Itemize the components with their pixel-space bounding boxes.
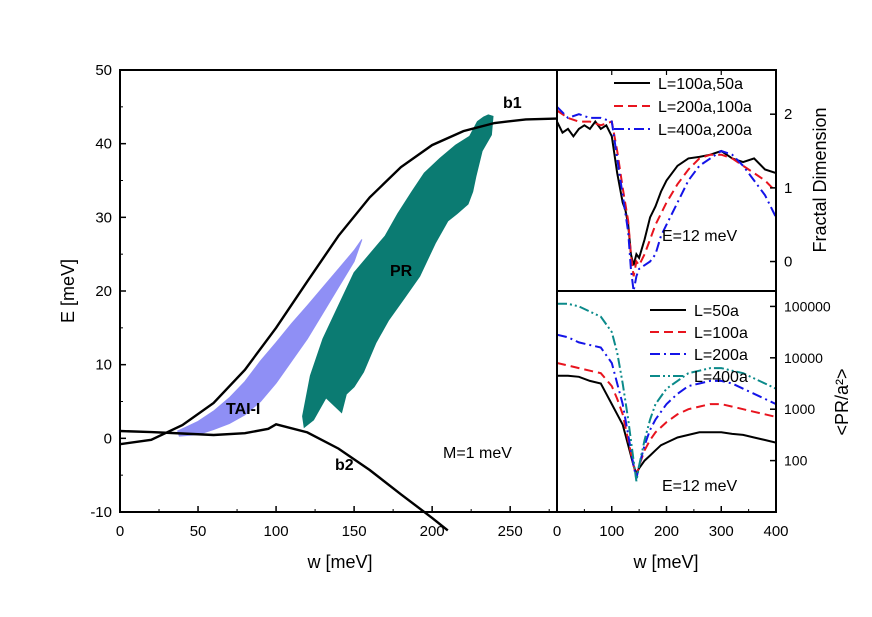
fractal-y-tick-label: 0 — [784, 254, 792, 271]
pr-x-tick-label: 300 — [709, 523, 734, 540]
fractal-y-tick-label: 1 — [784, 180, 792, 197]
legend-label: L=100a,50a — [658, 76, 743, 93]
fractal-y-tick-label: 2 — [784, 106, 792, 123]
main-y-tick-label: 0 — [104, 430, 112, 447]
legend-label: L=400a — [694, 369, 748, 386]
pr-panel: 0 100 200 300 400 100 1000 10000 100000 L=50a L=1… — [553, 290, 852, 572]
fractal-panel: 0 1 2 L=100a,50a L=200a,100a L=400a,200a E=1… — [556, 69, 830, 292]
annotation-b2: b2 — [335, 457, 354, 474]
annotation-tai: TAI-I — [226, 401, 260, 418]
pr-legend: L=50a L=100a L=200a L=400a — [650, 303, 748, 386]
main-x-tick-label: 250 — [498, 523, 523, 540]
pr-x-tick-label: 200 — [654, 523, 679, 540]
main-y-tick-label: -10 — [90, 504, 112, 521]
legend-label: L=200a — [694, 347, 748, 364]
fractal-line — [557, 119, 776, 266]
pr-line — [557, 362, 776, 480]
main-x-tick-label: 150 — [342, 523, 367, 540]
annotation-pr: PR — [390, 263, 413, 280]
pr-y-tick-label: 1000 — [784, 401, 815, 417]
fractal-y-label: Fractal Dimension — [810, 107, 830, 252]
main-x-tick-label: 50 — [190, 523, 207, 540]
annotation-mass: M=1 meV — [443, 445, 512, 462]
main-x-tick-label: 0 — [116, 523, 124, 540]
main-y-tick-label: 20 — [95, 283, 112, 300]
main-x-tick-label: 200 — [420, 523, 445, 540]
legend-label: L=400a,200a — [658, 122, 752, 139]
pr-x-label: w [meV] — [632, 552, 698, 572]
pr-line — [557, 374, 776, 476]
pr-line — [557, 302, 776, 482]
legend-label: L=200a,100a — [658, 99, 752, 116]
region-pr — [302, 114, 494, 429]
fractal-line — [557, 109, 776, 277]
main-y-tick-label: 50 — [95, 62, 112, 79]
band-b1 — [119, 117, 558, 446]
annotation-b1: b1 — [503, 95, 522, 112]
pr-annotation: E=12 meV — [662, 478, 737, 495]
pr-x-tick-label: 100 — [599, 523, 624, 540]
pr-y-tick-label: 10000 — [784, 350, 823, 366]
main-y-tick-label: 40 — [95, 136, 112, 153]
main-x-tick-label: 100 — [264, 523, 289, 540]
fractal-line — [557, 106, 776, 291]
pr-x-tick-label: 400 — [763, 523, 788, 540]
pr-y-tick-label: 100000 — [784, 298, 831, 314]
region-taii — [177, 239, 363, 437]
main-y-tick-label: 10 — [95, 357, 112, 374]
legend-label: L=100a — [694, 325, 748, 342]
pr-y-tick-label: 100 — [784, 453, 808, 469]
main-x-label: w [meV] — [306, 552, 372, 572]
pr-y-label: <PR/a²> — [832, 368, 852, 435]
pr-x-tick-label: 0 — [553, 523, 561, 540]
legend-label: L=50a — [694, 303, 739, 320]
band-b2 — [119, 423, 449, 532]
main-y-label: E [meV] — [58, 259, 78, 323]
fractal-legend: L=100a,50a L=200a,100a L=400a,200a — [614, 76, 752, 139]
main-y-tick-label: 30 — [95, 209, 112, 226]
fractal-annotation: E=12 meV — [662, 228, 737, 245]
pr-line — [557, 333, 776, 479]
